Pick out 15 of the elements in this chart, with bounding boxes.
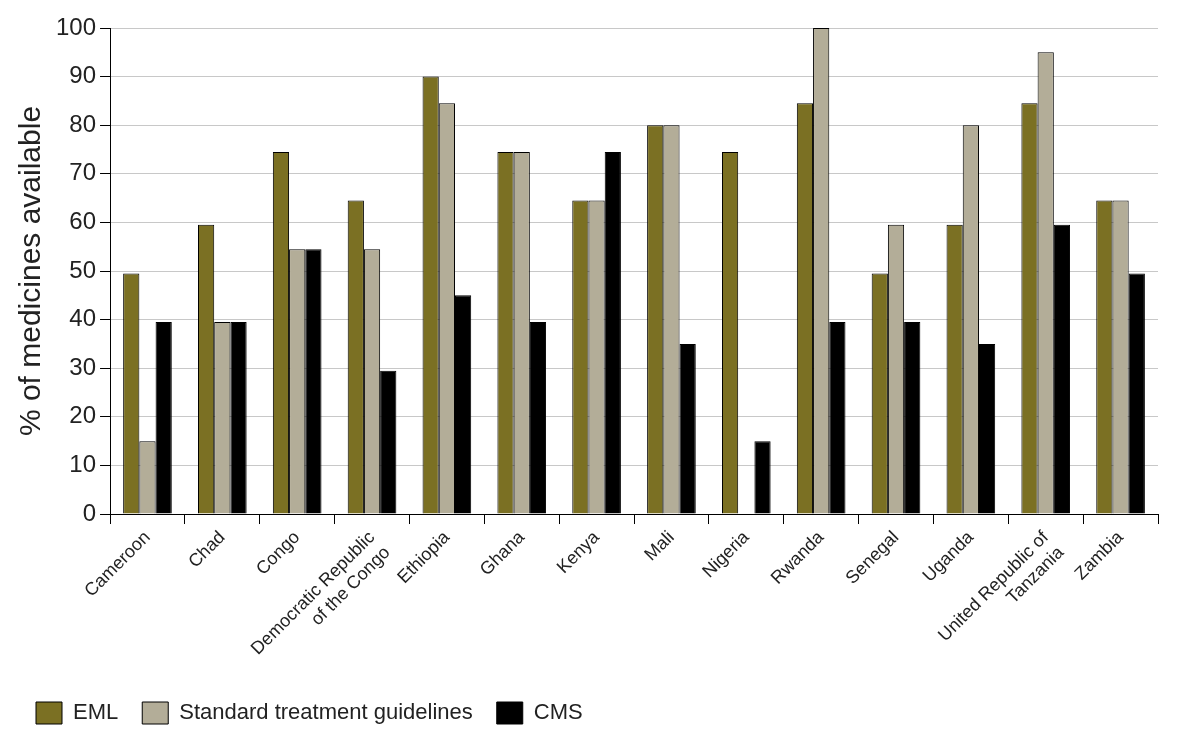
legend-label: EML (73, 699, 119, 725)
legend-label: Standard treatment guidelines (179, 699, 473, 725)
y-tick-label: 80 (69, 109, 97, 137)
y-tick-label: 30 (69, 352, 97, 380)
y-tick-label: 50 (69, 255, 97, 283)
y-tick-label: 10 (69, 450, 97, 478)
y-tick-label: 40 (69, 304, 97, 332)
y-tick-label: 100 (56, 12, 97, 40)
y-tick-label: 20 (69, 401, 97, 429)
y-axis-title: % of medicines available (13, 105, 47, 437)
y-tick-label: 0 (82, 498, 97, 526)
legend-label: CMS (533, 699, 583, 725)
y-tick-label: 60 (69, 207, 97, 235)
y-tick-label: 90 (69, 61, 97, 89)
y-tick-label: 70 (69, 158, 97, 186)
